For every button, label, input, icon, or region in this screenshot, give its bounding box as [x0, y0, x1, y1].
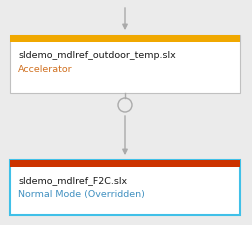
Bar — [10, 35, 240, 93]
Bar — [10, 35, 240, 42]
Bar — [10, 160, 240, 215]
Bar — [10, 160, 240, 167]
Text: Normal Mode (Overridden): Normal Mode (Overridden) — [18, 191, 145, 200]
Text: Accelerator: Accelerator — [18, 65, 73, 74]
Text: sldemo_mdlref_outdoor_temp.slx: sldemo_mdlref_outdoor_temp.slx — [18, 52, 176, 61]
Text: sldemo_mdlref_F2C.slx: sldemo_mdlref_F2C.slx — [18, 176, 127, 185]
